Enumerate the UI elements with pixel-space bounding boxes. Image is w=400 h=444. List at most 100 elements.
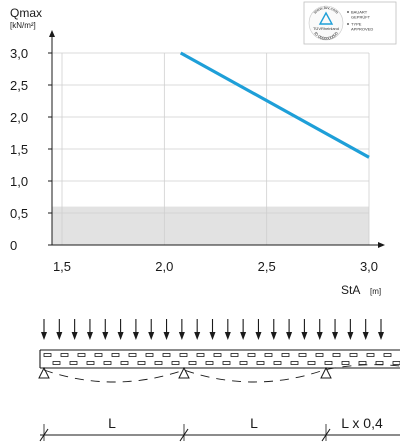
beam-slot xyxy=(171,361,180,365)
cert-item: BAUART xyxy=(351,9,368,14)
beam-slot xyxy=(196,353,205,357)
load-arrow xyxy=(178,319,185,340)
certificate-seal: www.tuv.com ID 0000000000 TÜVRheinland B… xyxy=(303,1,397,45)
beam-slot xyxy=(103,361,112,365)
beam-slot xyxy=(256,361,265,365)
x-tick-label: 2,0 xyxy=(155,259,173,274)
load-arrow xyxy=(41,319,47,340)
beam-slot xyxy=(324,361,333,365)
y-tick-labels: 0 0,5 1,0 1,5 2,0 2,5 3,0 xyxy=(10,46,28,253)
beam-slot xyxy=(145,353,154,357)
load-arrow xyxy=(56,319,63,340)
beam-slot xyxy=(307,361,316,365)
beam-slot xyxy=(179,353,188,357)
span-label: L xyxy=(250,415,258,431)
beam-slot xyxy=(315,353,324,357)
load-arrow xyxy=(117,319,124,340)
certificate-items: BAUART GEPRÜFT TYPE APPROVED xyxy=(347,9,373,32)
beam-slot xyxy=(273,361,282,365)
beam-slot xyxy=(69,361,78,365)
beam-slot xyxy=(86,361,95,365)
cert-item: TYPE xyxy=(351,21,362,26)
dimension-ticks xyxy=(39,424,331,442)
beam-slot xyxy=(213,353,222,357)
beam-slot xyxy=(239,361,248,365)
deflection-curve xyxy=(43,364,400,383)
load-arrow xyxy=(224,319,231,340)
beam-slot xyxy=(94,353,103,357)
load-arrow xyxy=(132,319,139,340)
axes xyxy=(48,30,385,248)
supports xyxy=(38,366,332,379)
support-triangle xyxy=(38,366,50,379)
series-group xyxy=(179,51,370,159)
series-line xyxy=(179,51,370,159)
gridlines xyxy=(52,52,370,245)
load-arrow xyxy=(316,319,323,340)
beam-slot xyxy=(332,353,341,357)
load-arrow xyxy=(194,319,201,340)
y-tick-label: 0 xyxy=(10,238,17,253)
x-axis-label: StA xyxy=(341,283,360,297)
beam-slot xyxy=(111,353,120,357)
beam-slot xyxy=(392,361,400,365)
y-tick-label: 1,0 xyxy=(10,174,28,189)
beam-slot xyxy=(366,353,375,357)
beam-diagram: L L L x 0,4 xyxy=(38,319,400,442)
y-tick-label: 3,0 xyxy=(10,46,28,61)
beam-slot xyxy=(247,353,256,357)
beam-slot xyxy=(52,361,61,365)
beam-slot xyxy=(205,361,214,365)
beam-slot xyxy=(358,361,367,365)
y-tick-label: 1,5 xyxy=(10,142,28,157)
beam-slot xyxy=(162,353,171,357)
load-arrow xyxy=(240,319,247,340)
beam-slot xyxy=(375,361,384,365)
load-arrow xyxy=(270,319,277,340)
support-triangle xyxy=(320,366,332,379)
beam-slot xyxy=(128,353,137,357)
y-tick-label: 0,5 xyxy=(10,206,28,221)
beam-slot xyxy=(383,353,392,357)
y-axis-arrow xyxy=(49,30,55,37)
triangle-icon xyxy=(318,11,334,25)
beam-slot xyxy=(60,353,69,357)
beam-slot xyxy=(188,361,197,365)
x-axis-unit: [m] xyxy=(370,287,381,296)
load-arrow xyxy=(255,319,262,340)
x-tick-labels: 1,5 2,0 2,5 3,0 xyxy=(53,259,378,274)
beam-slot xyxy=(120,361,129,365)
load-arrow xyxy=(209,319,216,340)
beam-slot xyxy=(349,353,358,357)
load-arrow xyxy=(362,319,369,340)
beam-slot xyxy=(290,361,299,365)
x-tick-label: 1,5 xyxy=(53,259,71,274)
load-arrow xyxy=(286,319,293,340)
span-label: L x 0,4 xyxy=(341,415,383,431)
support-triangle xyxy=(178,366,190,379)
load-arrow xyxy=(163,319,170,340)
beam-slot xyxy=(137,361,146,365)
x-tick-label: 3,0 xyxy=(360,259,378,274)
load-arrows xyxy=(41,319,384,340)
beam-slot xyxy=(230,353,239,357)
cert-item: GEPRÜFT xyxy=(351,15,371,20)
y-axis-label: Qmax xyxy=(10,6,42,20)
cert-item: APPROVED xyxy=(351,27,373,32)
beam-slot xyxy=(77,353,86,357)
seal-brand: TÜVRheinland xyxy=(313,26,339,31)
beam-slot xyxy=(281,353,290,357)
load-arrow xyxy=(301,319,308,340)
beam-slot xyxy=(341,361,350,365)
beam-slot xyxy=(154,361,163,365)
load-arrow xyxy=(71,319,78,340)
y-tick-label: 2,5 xyxy=(10,78,28,93)
y-axis-unit: [kN/m²] xyxy=(10,21,36,30)
beam-slot xyxy=(264,353,273,357)
beam-slot xyxy=(222,361,231,365)
load-arrow xyxy=(148,319,155,340)
shaded-band xyxy=(52,206,369,245)
load-arrow xyxy=(347,319,354,340)
load-arrow xyxy=(102,319,109,340)
